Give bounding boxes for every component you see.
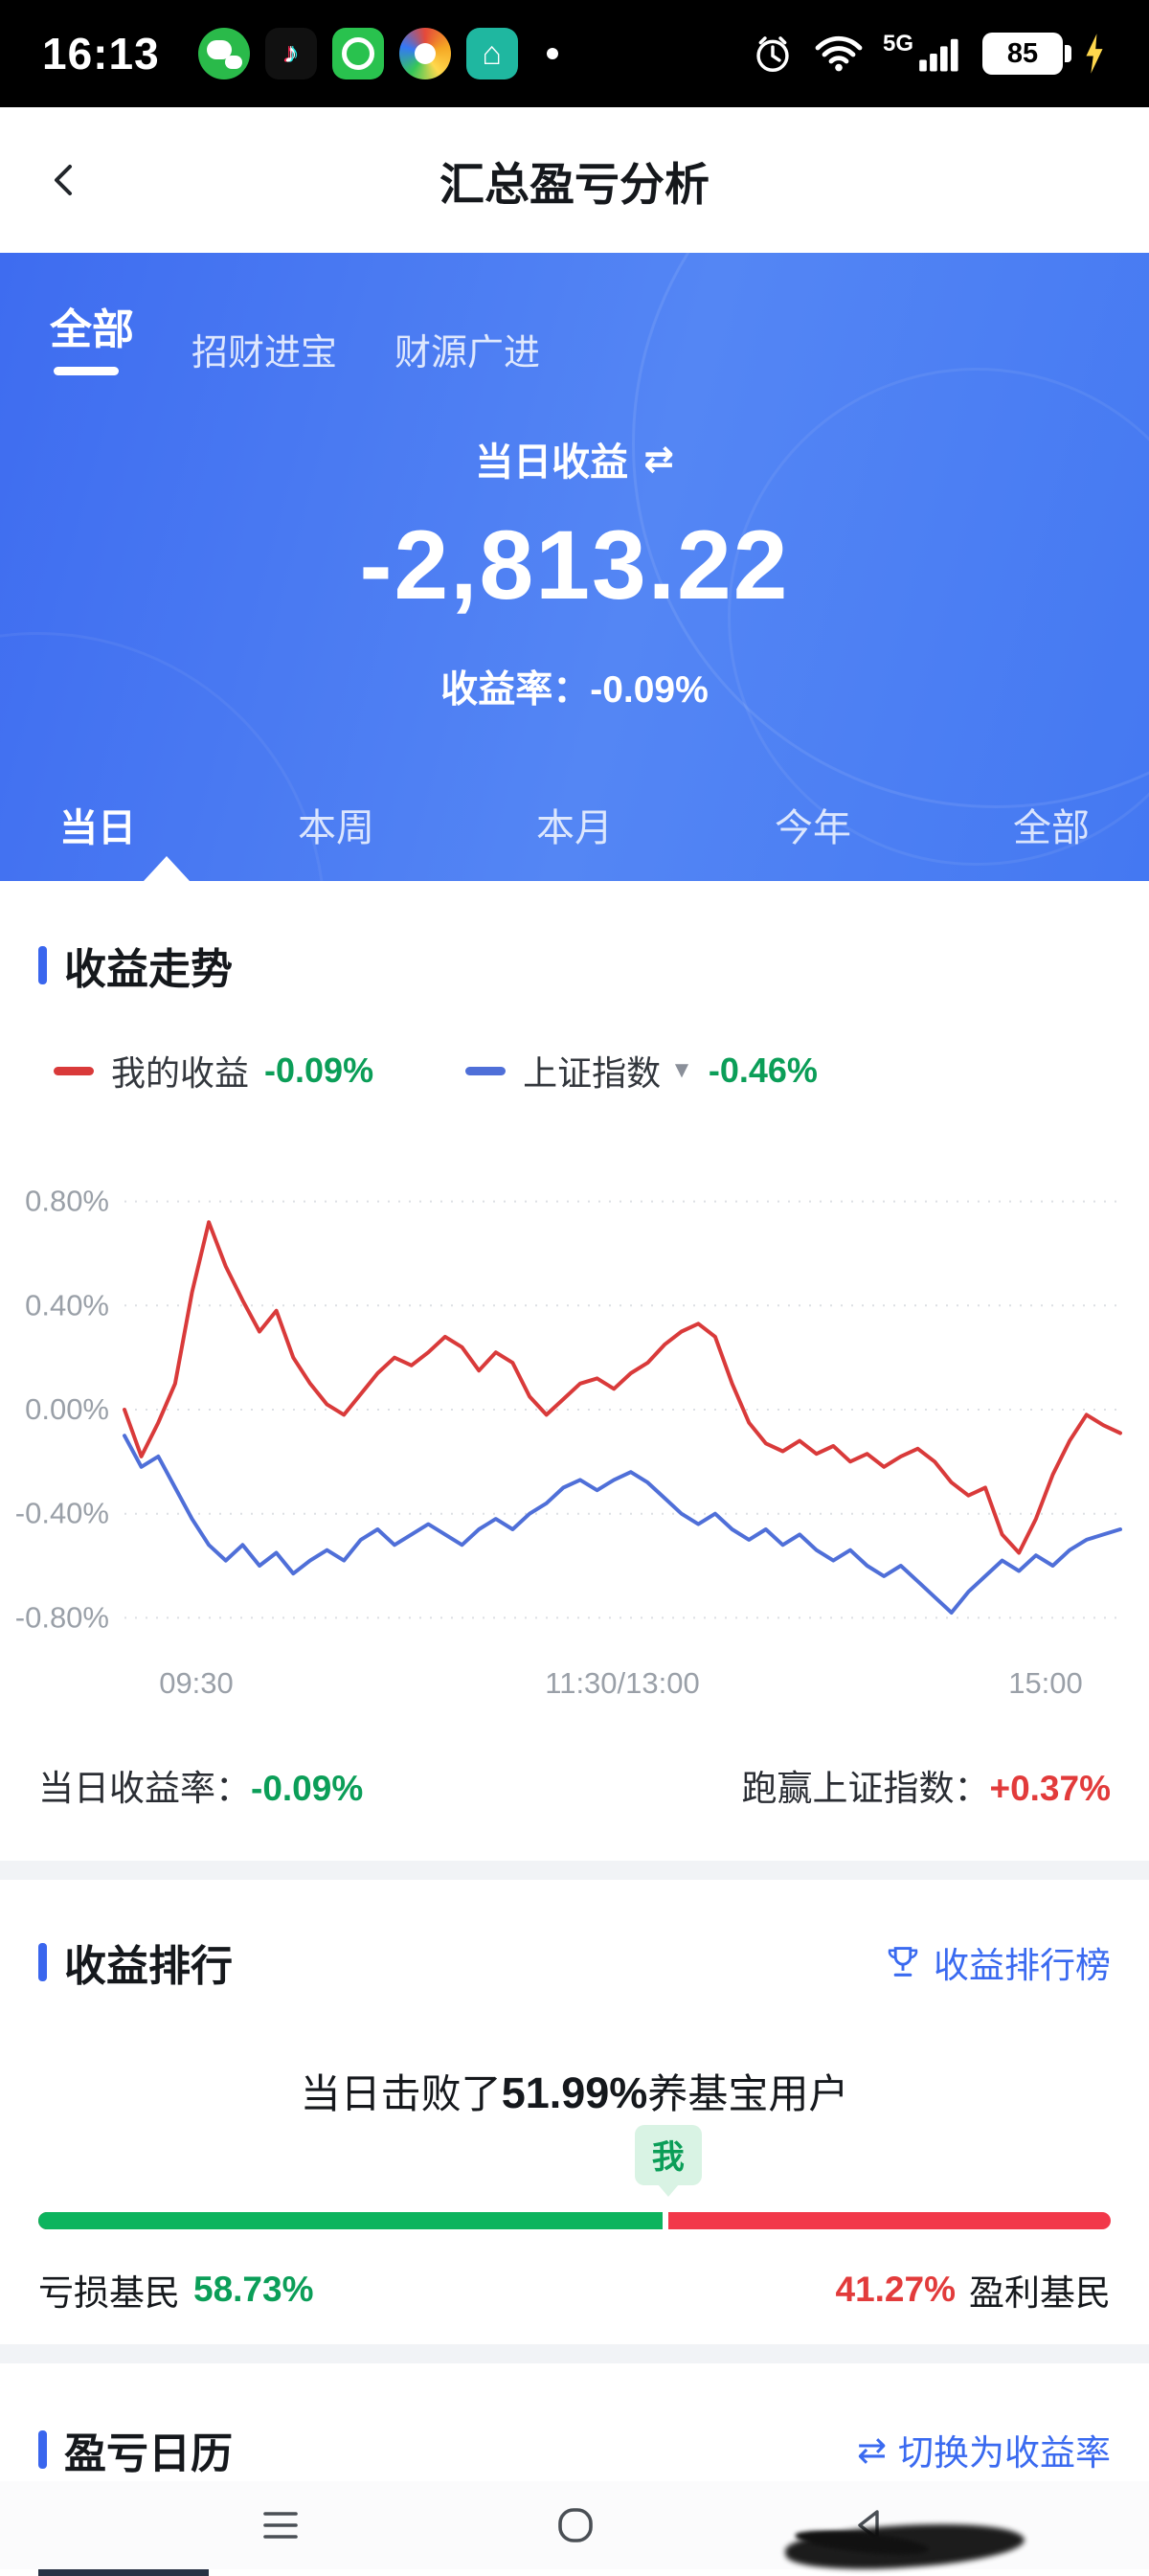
period-tab-year[interactable]: 今年 [775, 807, 851, 849]
account-tab-zhaocaijinbao[interactable]: 招财进宝 [192, 333, 338, 373]
wifi-icon [815, 35, 863, 72]
rank-progress-loss-segment [38, 2212, 668, 2229]
me-marker-badge: 我 [634, 2125, 702, 2185]
svg-text:0.00%: 0.00% [25, 1392, 109, 1426]
calendar-section-title: 盈亏日历 [64, 2430, 233, 2477]
chart-legend: 我的收益 -0.09% 上证指数 ▼ -0.46% [0, 1046, 1149, 1096]
rank-labels: 亏损基民 58.73% 41.27% 盈利基民 [0, 2264, 1149, 2316]
metric-label: 当日收益 [475, 441, 629, 484]
switch-to-rate-label: 切换为收益率 [898, 2433, 1111, 2473]
ranking-board-link[interactable]: 收益排行榜 [884, 1936, 1111, 1988]
period-tab-day[interactable]: 当日 [59, 807, 136, 849]
clock-time: 16:13 [42, 29, 160, 79]
rate-value: -0.09% [590, 669, 709, 711]
green-ring-app-icon [331, 28, 384, 79]
svg-text:-0.40%: -0.40% [15, 1497, 109, 1530]
svg-text:15:00: 15:00 [1008, 1666, 1083, 1700]
svg-text:0.80%: 0.80% [25, 1185, 109, 1218]
beat-index-label: 跑赢上证指数： [741, 1769, 990, 1808]
charging-bolt-icon [1086, 34, 1103, 74]
beat-suffix: 养基宝用户 [647, 2071, 849, 2116]
beat-index-value: +0.37% [989, 1769, 1111, 1808]
beat-prefix: 当日击败了 [300, 2071, 502, 2116]
recent-apps-button[interactable] [259, 2506, 303, 2544]
trend-chart: 0.80% 0.40% 0.00% -0.40% -0.80% 09:30 11:30/13… [10, 1153, 1149, 1711]
trend-footer: 当日收益率：-0.09% 跑赢上证指数：+0.37% [0, 1759, 1149, 1811]
trend-chart-svg: 0.80% 0.40% 0.00% -0.40% -0.80% 09:30 11:30/13… [15, 1185, 1122, 1700]
signal-icon: 5G [882, 31, 963, 75]
section-accent-bar [38, 946, 47, 984]
status-bar: 16:13 ♪ ⌂ 5G 85 [0, 0, 1149, 107]
section-divider [0, 1861, 1149, 1880]
notification-dot [546, 48, 558, 59]
account-tab-caiyuanguangjin[interactable]: 财源广进 [394, 333, 541, 373]
status-indicators: 5G 85 [751, 31, 1107, 76]
legend-index-value: -0.46% [708, 1051, 818, 1090]
legend-my-return-label: 我的收益 [111, 1053, 250, 1093]
loss-users-value: 58.73% [193, 2270, 314, 2309]
legend-index-label: 上证指数 [523, 1053, 662, 1093]
profit-users-label: 盈利基民 [969, 2273, 1111, 2313]
period-tabs: 当日 本周 本月 今年 全部 [0, 797, 1149, 852]
account-tabs: 全部 招财进宝 财源广进 [0, 253, 1149, 375]
trend-section: 收益走势 我的收益 -0.09% 上证指数 ▼ -0.46% 0.80% 0.40… [0, 881, 1149, 1880]
section-divider [0, 2344, 1149, 2363]
summary-card: 全部 招财进宝 财源广进 当日收益 ⇄ -2,813.22 收益率：-0.09%… [0, 253, 1149, 881]
svg-text:11:30/13:00: 11:30/13:00 [545, 1666, 699, 1700]
system-nav-bar [0, 2481, 1149, 2576]
network-type-label: 5G [882, 31, 913, 56]
metric-label-row: 当日收益 ⇄ [0, 431, 1149, 486]
section-accent-bar [38, 1943, 47, 1981]
period-tab-all[interactable]: 全部 [1013, 807, 1090, 849]
rate-row: 收益率：-0.09% [0, 660, 1149, 713]
rank-progress-bar [38, 2212, 1111, 2229]
daily-rate-label: 当日收益率： [38, 1769, 251, 1808]
period-tab-month[interactable]: 本月 [536, 807, 613, 849]
profit-users-value: 41.27% [835, 2270, 957, 2309]
active-tab-notch [144, 856, 190, 881]
my-return-line-swatch [54, 1066, 94, 1075]
beat-percent: 51.99% [501, 2068, 648, 2117]
account-tab-all[interactable]: 全部 [50, 295, 134, 375]
daily-rate-value: -0.09% [251, 1769, 364, 1808]
index-dropdown-icon[interactable]: ▼ [670, 1057, 693, 1083]
battery-level: 85 [1006, 37, 1039, 69]
page-title: 汇总盈亏分析 [439, 158, 710, 210]
home-button[interactable] [553, 2503, 597, 2547]
legend-my-return-value: -0.09% [264, 1051, 374, 1090]
battery-icon: 85 [982, 33, 1071, 75]
alarm-icon [756, 36, 789, 72]
index-line-swatch [465, 1066, 507, 1075]
svg-text:09:30: 09:30 [159, 1666, 234, 1700]
ranking-section-title: 收益排行 [64, 1943, 233, 1990]
beat-statement: 当日击败了51.99%养基宝用户 [0, 2062, 1149, 2120]
ranking-section: 收益排行 收益排行榜 当日击败了51.99%养基宝用户 我 亏损基民 58.73… [0, 1880, 1149, 2363]
svg-text:0.40%: 0.40% [25, 1288, 109, 1322]
switch-to-rate-link[interactable]: ⇄ 切换为收益率 [857, 2424, 1111, 2475]
rank-bar-area: 我 [38, 2120, 1111, 2229]
ranking-board-link-label: 收益排行榜 [934, 1946, 1111, 1985]
notification-icons: ♪ ⌂ [197, 28, 558, 79]
switch-icon: ⇄ [856, 2429, 887, 2470]
rate-label: 收益率： [440, 669, 591, 711]
browser-app-icon [398, 28, 451, 79]
period-tab-week[interactable]: 本周 [298, 807, 374, 849]
trophy-icon [888, 1947, 918, 1977]
loss-users-label: 亏损基民 [38, 2273, 180, 2313]
home-app-icon: ⌂ [465, 28, 518, 79]
wechat-icon [197, 28, 250, 79]
svg-text:-0.80%: -0.80% [15, 1600, 109, 1634]
page-header: 汇总盈亏分析 [0, 107, 1149, 253]
tiktok-icon: ♪ [264, 28, 317, 79]
section-accent-bar [38, 2430, 47, 2469]
back-button[interactable] [44, 159, 86, 201]
trend-section-title: 收益走势 [64, 946, 233, 993]
